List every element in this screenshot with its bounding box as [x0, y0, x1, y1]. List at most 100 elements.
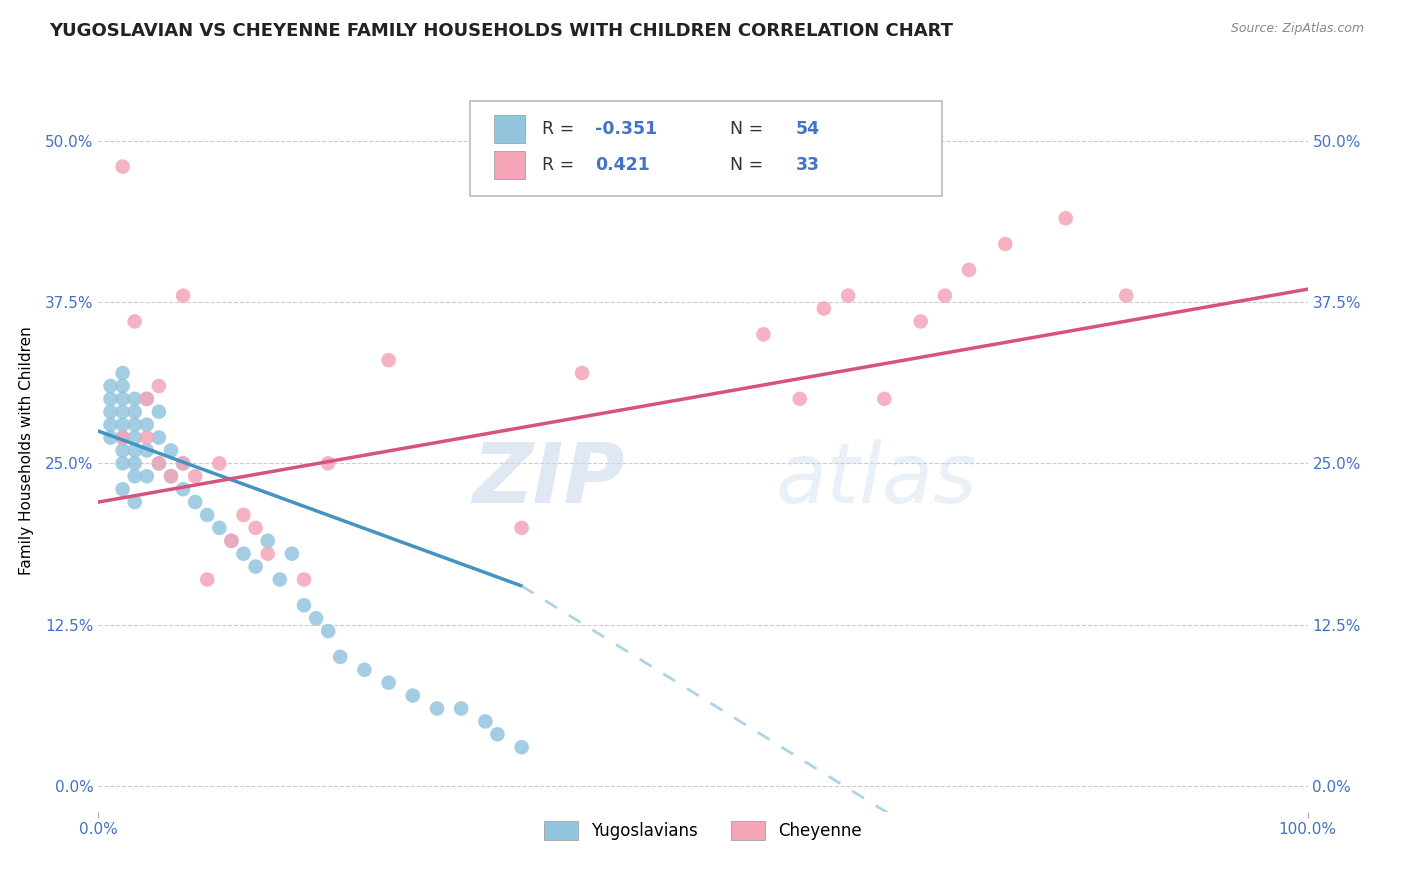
Point: [934, 288, 956, 302]
Point: [1115, 288, 1137, 302]
Point: [510, 740, 533, 755]
Point: [124, 456, 146, 470]
Point: [486, 727, 509, 741]
Point: [245, 559, 267, 574]
Point: [135, 417, 157, 432]
Point: [316, 456, 339, 470]
Point: [100, 417, 122, 432]
Point: [172, 288, 194, 302]
Point: [873, 392, 896, 406]
Point: [208, 456, 231, 470]
Point: [221, 533, 243, 548]
Point: [124, 417, 146, 432]
Point: [148, 431, 170, 445]
Point: [245, 521, 267, 535]
Point: [316, 624, 339, 639]
Point: [184, 469, 207, 483]
Point: [148, 379, 170, 393]
Point: [994, 237, 1017, 252]
Point: [305, 611, 328, 625]
Point: [789, 392, 811, 406]
Point: [195, 508, 218, 522]
Point: [160, 469, 183, 483]
Point: [184, 495, 207, 509]
Point: [837, 288, 859, 302]
Point: [111, 392, 134, 406]
Point: [124, 314, 146, 328]
Point: [148, 456, 170, 470]
Point: [111, 160, 134, 174]
Point: [353, 663, 375, 677]
Point: [256, 547, 278, 561]
Point: [292, 599, 315, 613]
Point: [100, 392, 122, 406]
Point: [148, 456, 170, 470]
Point: [172, 456, 194, 470]
FancyBboxPatch shape: [494, 152, 526, 178]
Point: [957, 263, 980, 277]
Point: [111, 417, 134, 432]
Point: [111, 405, 134, 419]
Point: [292, 573, 315, 587]
Y-axis label: Family Households with Children: Family Households with Children: [18, 326, 34, 574]
Text: R =: R =: [543, 156, 579, 174]
Text: N =: N =: [730, 156, 768, 174]
Point: [269, 573, 291, 587]
Point: [172, 482, 194, 496]
Text: ZIP: ZIP: [472, 439, 624, 520]
Point: [111, 482, 134, 496]
Text: atlas: atlas: [776, 439, 977, 520]
Point: [256, 533, 278, 548]
Point: [329, 649, 352, 664]
Point: [100, 431, 122, 445]
Point: [910, 314, 932, 328]
Text: 33: 33: [796, 156, 820, 174]
Point: [135, 431, 157, 445]
Point: [571, 366, 593, 380]
Text: Source: ZipAtlas.com: Source: ZipAtlas.com: [1230, 22, 1364, 36]
Point: [160, 443, 183, 458]
Point: [135, 392, 157, 406]
Point: [111, 379, 134, 393]
Point: [124, 431, 146, 445]
Legend: Yugoslavians, Cheyenne: Yugoslavians, Cheyenne: [538, 814, 868, 847]
Point: [450, 701, 472, 715]
Point: [135, 392, 157, 406]
Text: 0.421: 0.421: [595, 156, 650, 174]
Point: [208, 521, 231, 535]
Point: [377, 353, 399, 368]
Point: [377, 675, 399, 690]
Point: [100, 405, 122, 419]
Point: [232, 508, 254, 522]
Point: [148, 405, 170, 419]
Point: [752, 327, 775, 342]
Text: YUGOSLAVIAN VS CHEYENNE FAMILY HOUSEHOLDS WITH CHILDREN CORRELATION CHART: YUGOSLAVIAN VS CHEYENNE FAMILY HOUSEHOLD…: [49, 22, 953, 40]
Text: R =: R =: [543, 120, 579, 138]
FancyBboxPatch shape: [470, 102, 942, 196]
Point: [281, 547, 304, 561]
Point: [124, 405, 146, 419]
Point: [172, 456, 194, 470]
Point: [111, 431, 134, 445]
Text: -0.351: -0.351: [595, 120, 658, 138]
Point: [111, 366, 134, 380]
Point: [111, 456, 134, 470]
Point: [402, 689, 425, 703]
Point: [124, 392, 146, 406]
Point: [474, 714, 496, 729]
Point: [510, 521, 533, 535]
Point: [1054, 211, 1077, 226]
Point: [813, 301, 835, 316]
Point: [426, 701, 449, 715]
Text: N =: N =: [730, 120, 768, 138]
Point: [100, 379, 122, 393]
Point: [221, 533, 243, 548]
Point: [135, 469, 157, 483]
Point: [160, 469, 183, 483]
Text: 54: 54: [796, 120, 820, 138]
Point: [124, 443, 146, 458]
Point: [124, 469, 146, 483]
Point: [195, 573, 218, 587]
Point: [111, 431, 134, 445]
Point: [124, 495, 146, 509]
